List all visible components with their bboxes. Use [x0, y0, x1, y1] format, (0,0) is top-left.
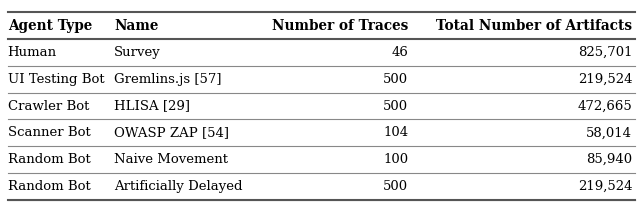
Text: UI Testing Bot: UI Testing Bot: [8, 73, 104, 86]
Text: Human: Human: [8, 46, 57, 59]
Text: Agent Type: Agent Type: [8, 19, 92, 33]
Text: Survey: Survey: [114, 46, 161, 59]
Text: 219,524: 219,524: [578, 180, 632, 193]
Text: OWASP ZAP [54]: OWASP ZAP [54]: [114, 126, 229, 139]
Text: 500: 500: [383, 180, 408, 193]
Text: 825,701: 825,701: [578, 46, 632, 59]
Text: 100: 100: [383, 153, 408, 166]
Text: Total Number of Artifacts: Total Number of Artifacts: [436, 19, 632, 33]
Text: 58,014: 58,014: [586, 126, 632, 139]
Text: Gremlins.js [57]: Gremlins.js [57]: [114, 73, 221, 86]
Text: 500: 500: [383, 73, 408, 86]
Text: HLISA [29]: HLISA [29]: [114, 99, 190, 113]
Text: 46: 46: [392, 46, 408, 59]
Text: 104: 104: [383, 126, 408, 139]
Text: 85,940: 85,940: [586, 153, 632, 166]
Text: 219,524: 219,524: [578, 73, 632, 86]
Text: Naive Movement: Naive Movement: [114, 153, 228, 166]
Text: 472,665: 472,665: [577, 99, 632, 113]
Text: Artificially Delayed: Artificially Delayed: [114, 180, 243, 193]
Text: Random Bot: Random Bot: [8, 180, 90, 193]
Text: Name: Name: [114, 19, 158, 33]
Text: Random Bot: Random Bot: [8, 153, 90, 166]
Text: Scanner Bot: Scanner Bot: [8, 126, 90, 139]
Text: 500: 500: [383, 99, 408, 113]
Text: Crawler Bot: Crawler Bot: [8, 99, 89, 113]
Text: Number of Traces: Number of Traces: [272, 19, 408, 33]
